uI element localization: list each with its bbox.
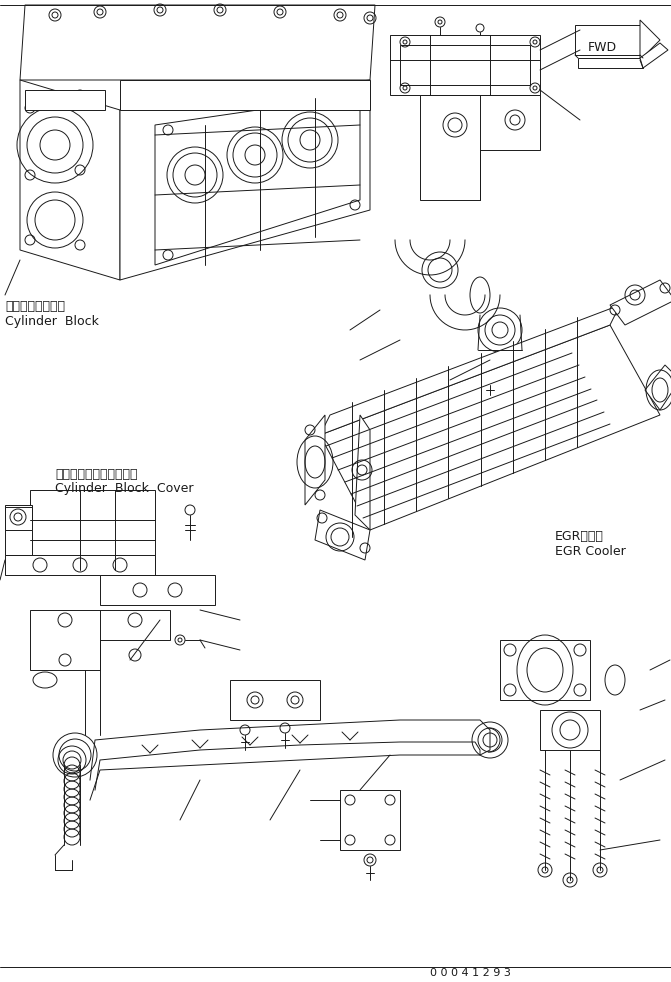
Polygon shape — [25, 90, 105, 110]
Polygon shape — [355, 415, 370, 530]
Text: EGR Cooler: EGR Cooler — [555, 545, 626, 558]
Polygon shape — [305, 415, 325, 505]
Polygon shape — [500, 640, 590, 700]
Polygon shape — [320, 325, 660, 530]
Polygon shape — [640, 20, 660, 60]
Polygon shape — [230, 680, 320, 720]
Polygon shape — [320, 305, 620, 435]
Text: FWD: FWD — [588, 40, 617, 53]
Polygon shape — [315, 510, 370, 560]
Polygon shape — [20, 80, 120, 280]
Polygon shape — [390, 35, 540, 95]
Polygon shape — [610, 280, 671, 325]
Text: Cylinder  Block  Cover: Cylinder Block Cover — [55, 482, 193, 495]
Polygon shape — [420, 95, 540, 200]
Polygon shape — [575, 25, 640, 55]
Polygon shape — [30, 490, 155, 570]
Text: 0 0 0 4 1 2 9 3: 0 0 0 4 1 2 9 3 — [430, 968, 511, 978]
Polygon shape — [120, 80, 370, 280]
Polygon shape — [578, 58, 643, 68]
Polygon shape — [640, 43, 668, 68]
Polygon shape — [20, 5, 375, 80]
Polygon shape — [30, 610, 170, 670]
Text: シリンダブロック: シリンダブロック — [5, 300, 65, 313]
Polygon shape — [400, 45, 530, 85]
Text: シリンダブロックカバー: シリンダブロックカバー — [55, 468, 138, 481]
Polygon shape — [645, 365, 671, 410]
Polygon shape — [5, 507, 32, 530]
Ellipse shape — [33, 672, 57, 688]
Polygon shape — [340, 790, 400, 850]
Text: EGRクーラ: EGRクーラ — [555, 530, 604, 543]
Polygon shape — [155, 95, 360, 265]
Polygon shape — [100, 575, 215, 605]
Polygon shape — [5, 505, 32, 555]
Polygon shape — [540, 710, 600, 750]
Polygon shape — [5, 555, 155, 575]
Polygon shape — [120, 80, 370, 110]
Text: Cylinder  Block: Cylinder Block — [5, 315, 99, 328]
